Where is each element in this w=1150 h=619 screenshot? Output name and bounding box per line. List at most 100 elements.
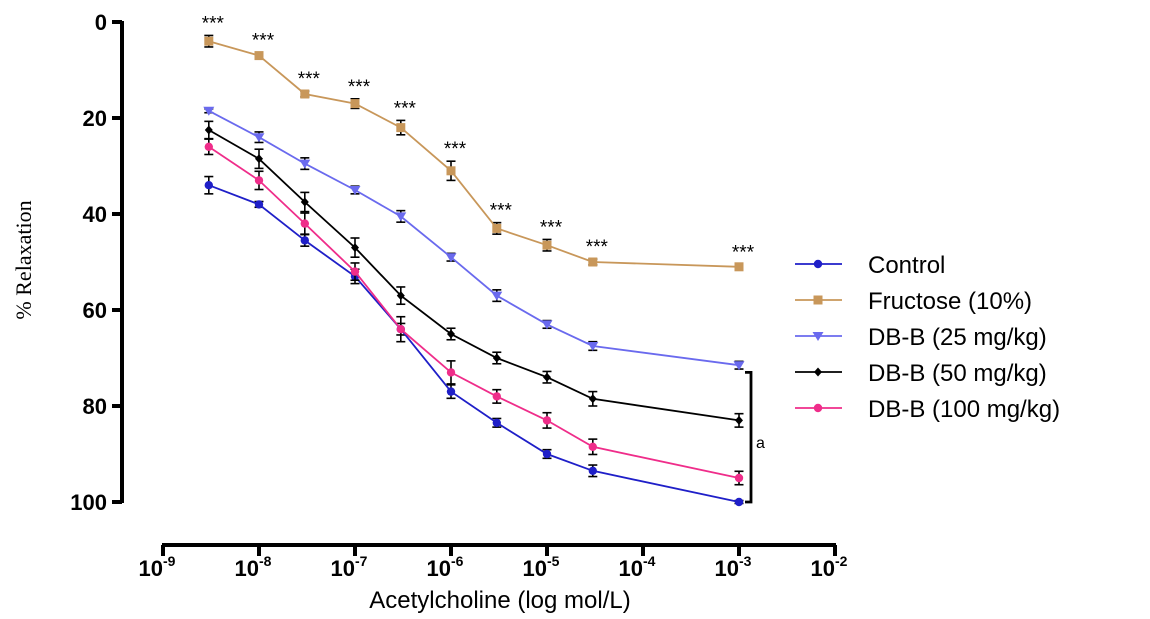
significance-marker: *** (540, 217, 563, 238)
legend-label: DB-B (25 mg/kg) (868, 324, 1047, 351)
significance-marker: *** (732, 242, 755, 263)
significance-marker: *** (490, 201, 513, 222)
data-point (543, 372, 551, 382)
data-point (255, 154, 263, 164)
series-line (208, 184, 740, 503)
significance-marker: *** (586, 237, 609, 258)
x-tick-label: 10-8 (235, 553, 272, 581)
data-point (542, 449, 552, 459)
series-db-b-50-mg-kg- (204, 120, 744, 428)
data-point (395, 212, 407, 222)
significance-marker: *** (394, 98, 417, 119)
series-control (204, 175, 744, 507)
x-tick-label: 10-5 (523, 553, 560, 581)
data-point (491, 291, 503, 301)
bracket-line (745, 371, 753, 504)
legend-marker (812, 332, 824, 341)
data-point (351, 243, 359, 253)
data-point (542, 416, 552, 425)
data-point (492, 223, 502, 233)
x-axis-label: Acetylcholine (log mol/L) (369, 587, 630, 614)
data-point (350, 267, 360, 276)
data-point (204, 181, 214, 190)
significance-marker: *** (252, 31, 275, 52)
legend-marker (813, 295, 823, 305)
data-point (300, 219, 310, 228)
legend-label: Control (868, 252, 945, 279)
y-tick-label: 0 (95, 10, 107, 35)
legend-marker (813, 259, 823, 269)
significance-marker: *** (348, 77, 371, 98)
legend: Control Fructose (10%) DB-B (25 mg/kg) DB-B… (795, 252, 1060, 423)
data-point (588, 394, 597, 404)
data-point (734, 473, 744, 483)
series-db-b-100-mg-kg- (204, 138, 744, 486)
data-point (588, 257, 598, 267)
series-line (208, 40, 740, 268)
y-tick-label: 100 (70, 490, 107, 515)
y-tick-label: 40 (83, 202, 107, 227)
data-point (299, 159, 311, 169)
data-point (396, 291, 405, 301)
series-line (208, 129, 740, 422)
legend-item: DB-B (50 mg/kg) (795, 360, 1047, 387)
x-tick-label: 10-7 (331, 553, 368, 581)
data-point (349, 186, 361, 195)
legend-item: Control (795, 252, 945, 279)
legend-marker (814, 367, 822, 377)
series-layer (203, 34, 745, 507)
axes: 0 20 40 60 80 100 10-9 10-8 10-7 10-6 10-5 10-4 10-3… (70, 10, 847, 581)
data-point (541, 320, 553, 330)
x-tick-label: 10-4 (619, 553, 656, 581)
data-point (735, 415, 743, 425)
x-tick-label: 10-2 (811, 553, 848, 581)
data-point (587, 342, 599, 351)
series-line (208, 146, 740, 479)
data-point (204, 125, 213, 135)
data-point (204, 142, 214, 151)
y-tick-label: 80 (83, 394, 107, 419)
series-line (208, 110, 740, 367)
data-point (300, 236, 310, 245)
significance-marker: *** (202, 13, 225, 34)
legend-item: DB-B (25 mg/kg) (795, 324, 1047, 351)
significance-bracket: a (745, 371, 765, 504)
data-point (447, 329, 455, 339)
data-point (446, 387, 456, 396)
data-point (396, 325, 406, 334)
data-point (254, 51, 264, 61)
x-tick-label: 10-6 (427, 553, 464, 581)
data-point (445, 253, 457, 263)
data-point (492, 418, 502, 427)
x-tick-label: 10-3 (715, 553, 752, 581)
data-point (542, 240, 552, 250)
legend-label: DB-B (100 mg/kg) (868, 396, 1060, 423)
data-point (492, 392, 502, 401)
series-db-b-25-mg-kg- (203, 106, 745, 371)
data-point (203, 106, 215, 116)
y-axis-label: % Relaxation (11, 200, 36, 319)
data-point (300, 197, 309, 207)
series-fructose-10- (204, 34, 744, 272)
data-point (204, 36, 214, 46)
data-point (588, 466, 598, 475)
data-point (734, 497, 744, 507)
bracket-label: a (756, 435, 765, 452)
annotations: *** *** *** *** *** *** *** *** *** *** a (202, 13, 765, 504)
data-point (492, 353, 501, 363)
data-point (588, 442, 598, 451)
significance-marker: *** (298, 69, 321, 90)
legend-label: DB-B (50 mg/kg) (868, 360, 1047, 387)
y-tick-label: 60 (83, 298, 107, 323)
legend-item: Fructose (10%) (795, 288, 1032, 315)
data-point (253, 133, 265, 143)
significance-marker: *** (444, 139, 467, 160)
y-tick-label: 20 (83, 106, 107, 131)
data-point (396, 123, 406, 133)
data-point (734, 262, 744, 272)
x-tick-label: 10-9 (139, 553, 176, 581)
legend-marker (813, 403, 823, 413)
legend-label: Fructose (10%) (868, 288, 1032, 315)
data-point (733, 361, 745, 371)
